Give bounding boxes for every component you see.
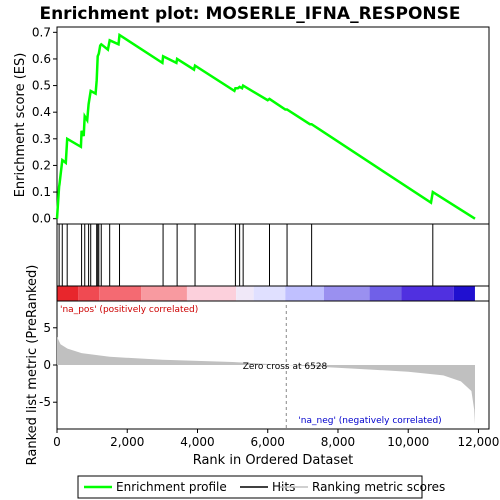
metric-y-tick-label: 5 [43, 321, 51, 335]
metric-y-axis-label: Ranked list metric (PreRanked) [25, 265, 40, 466]
metric-y-ticks: 5 0 -5 [39, 321, 57, 409]
es-y-tick-label: 0.5 [32, 79, 51, 93]
chart-title: Enrichment plot: MOSERLE_IFNA_RESPONSE [39, 4, 460, 24]
x-axis-ticks: 0 2,000 4,000 6,000 8,000 10,000 12,000 [53, 429, 499, 449]
heatmap-segment [253, 286, 286, 301]
heatmap-segment [453, 286, 475, 301]
x-tick-label: 0 [53, 435, 61, 449]
heatmap-segment [141, 286, 187, 301]
heatmap-segment [401, 286, 454, 301]
heatmap-segment [323, 286, 370, 301]
hits-panel-frame [56, 223, 490, 287]
es-y-ticks: 0.0 0.1 0.2 0.3 0.4 0.5 0.6 0.7 [32, 25, 57, 226]
hits-lines [58, 224, 434, 286]
ranking-heatmap-bar [57, 286, 475, 301]
metric-y-tick-label: 0 [43, 358, 51, 372]
x-tick-label: 12,000 [457, 435, 499, 449]
heatmap-segment [57, 286, 79, 301]
es-y-tick-label: 0.1 [32, 185, 51, 199]
x-tick-label: 8,000 [321, 435, 355, 449]
x-tick-label: 2,000 [110, 435, 144, 449]
es-y-tick-label: 0.0 [32, 212, 51, 226]
x-tick-label: 10,000 [387, 435, 429, 449]
metric-y-tick-label: -5 [39, 395, 51, 409]
es-y-tick-label: 0.4 [32, 105, 51, 119]
legend-label: Enrichment profile [116, 480, 227, 494]
positive-correlation-label: 'na_pos' (positively correlated) [60, 305, 198, 315]
heatmap-segment [236, 286, 254, 301]
heatmap-segment [285, 286, 324, 301]
heatmap-segment [99, 286, 142, 301]
legend-items: Enrichment profile Hits Ranking metric sco… [84, 480, 445, 494]
zero-cross-label: Zero cross at 6528 [243, 362, 328, 372]
es-y-tick-label: 0.7 [32, 25, 51, 39]
es-panel-frame [56, 26, 490, 225]
negative-correlation-label: 'na_neg' (negatively correlated) [298, 416, 441, 426]
heatmap-segment [78, 286, 100, 301]
heatmap-segment [369, 286, 402, 301]
es-y-axis-label: Enrichment score (ES) [13, 53, 28, 198]
x-tick-label: 4,000 [180, 435, 214, 449]
legend-label: Ranking metric scores [312, 480, 445, 494]
hits-panel [56, 223, 490, 287]
es-y-tick-label: 0.3 [32, 132, 51, 146]
heatmap-segment [186, 286, 237, 301]
es-panel: 0.0 0.1 0.2 0.3 0.4 0.5 0.6 0.7 Enrichment scor… [13, 25, 490, 226]
x-tick-label: 6,000 [251, 435, 285, 449]
x-axis-label: Rank in Ordered Dataset [193, 453, 354, 468]
es-y-tick-label: 0.2 [32, 158, 51, 172]
es-y-tick-label: 0.6 [32, 52, 51, 66]
metric-panel: 5 0 -5 'na_pos' (positively correlated) 'n… [25, 265, 490, 466]
legend: Enrichment profile Hits Ranking metric sco… [77, 475, 445, 499]
enrichment-profile-line [55, 32, 476, 220]
